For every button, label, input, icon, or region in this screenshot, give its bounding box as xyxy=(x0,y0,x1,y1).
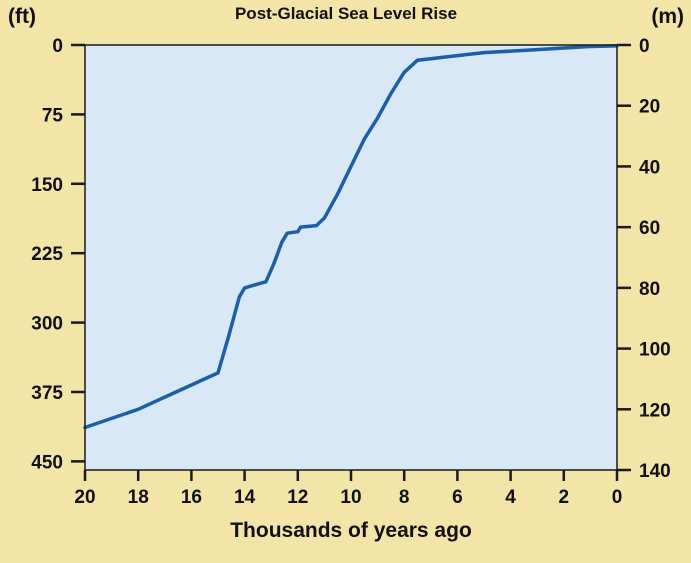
svg-text:16: 16 xyxy=(181,487,202,508)
svg-text:140: 140 xyxy=(639,461,671,482)
svg-text:60: 60 xyxy=(639,218,660,239)
svg-text:120: 120 xyxy=(639,400,671,421)
svg-text:8: 8 xyxy=(399,487,410,508)
svg-text:80: 80 xyxy=(639,279,660,300)
svg-text:300: 300 xyxy=(31,314,63,335)
svg-text:450: 450 xyxy=(31,452,63,473)
svg-text:75: 75 xyxy=(42,105,64,126)
left-axis-ticks: 0 75 150 225 300 375 450 xyxy=(31,36,85,473)
svg-text:10: 10 xyxy=(340,487,361,508)
right-axis-unit-label: (m) xyxy=(651,5,684,28)
left-axis-unit-label: (ft) xyxy=(8,5,36,28)
x-axis-ticks: 20 18 16 14 12 10 8 6 4 2 0 xyxy=(74,470,622,508)
svg-text:0: 0 xyxy=(639,36,650,57)
svg-text:6: 6 xyxy=(452,487,463,508)
svg-text:18: 18 xyxy=(128,487,149,508)
svg-text:12: 12 xyxy=(287,487,308,508)
svg-text:20: 20 xyxy=(74,487,95,508)
svg-text:20: 20 xyxy=(639,97,660,118)
right-axis-ticks: 0 20 40 60 80 100 120 140 xyxy=(617,36,671,482)
svg-text:225: 225 xyxy=(31,244,63,265)
x-axis-title: Thousands of years ago xyxy=(230,519,472,542)
svg-text:0: 0 xyxy=(52,36,63,57)
svg-text:0: 0 xyxy=(612,487,623,508)
svg-text:150: 150 xyxy=(31,175,63,196)
svg-text:100: 100 xyxy=(639,340,671,361)
plot-border xyxy=(84,44,618,471)
chart-title: Post-Glacial Sea Level Rise xyxy=(235,4,457,23)
sea-level-line xyxy=(83,44,619,430)
svg-text:2: 2 xyxy=(559,487,570,508)
svg-text:4: 4 xyxy=(505,487,516,508)
svg-text:40: 40 xyxy=(639,157,660,178)
svg-text:14: 14 xyxy=(234,487,256,508)
plot-area xyxy=(85,45,617,470)
svg-text:375: 375 xyxy=(31,383,63,404)
